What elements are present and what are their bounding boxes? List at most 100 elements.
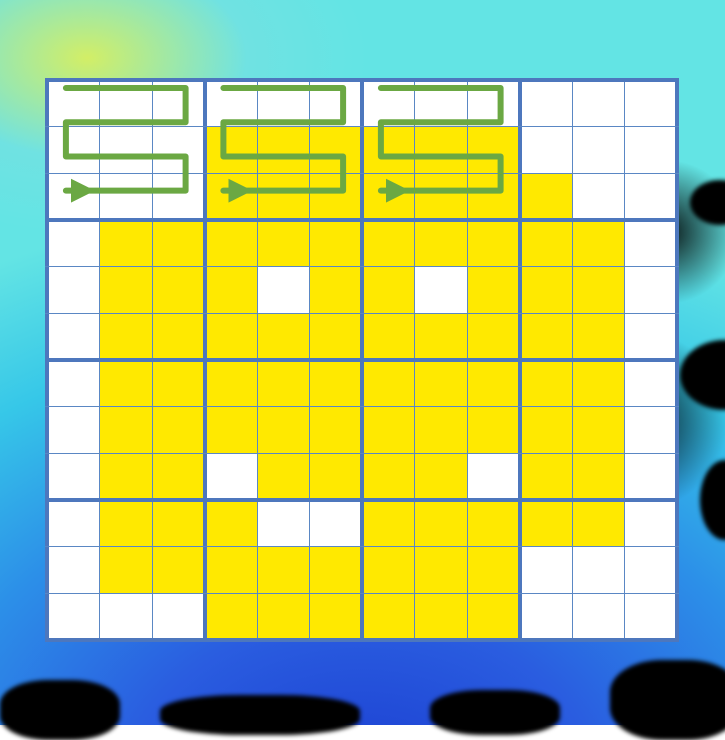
grid-cell: [152, 313, 205, 360]
grid-cell: [520, 593, 573, 640]
grid-cell: [152, 360, 205, 407]
grid-cell: [257, 500, 310, 547]
grid-cell: [100, 127, 153, 174]
grid-cell: [362, 267, 415, 314]
grid-cell: [467, 80, 520, 127]
grid-cell: [362, 500, 415, 547]
grid-line-minor-h: [45, 593, 679, 594]
grid-cell: [205, 267, 258, 314]
grid-cell: [310, 267, 363, 314]
grid-cell: [362, 80, 415, 127]
grid-cell: [625, 500, 678, 547]
grid-cell: [520, 500, 573, 547]
grid-cell: [205, 360, 258, 407]
grid-cell: [47, 407, 100, 454]
grid-line-major-h: [45, 218, 679, 222]
grid-line-minor-h: [45, 173, 679, 174]
grid-cell: [362, 453, 415, 500]
grid-cell: [205, 593, 258, 640]
grid-cell: [205, 500, 258, 547]
grid-cell: [625, 267, 678, 314]
grid-cell: [100, 267, 153, 314]
grid-cell: [415, 360, 468, 407]
grid-cell: [415, 407, 468, 454]
grid-line-major-h: [45, 638, 679, 642]
grid-cell: [572, 453, 625, 500]
grid-cell: [257, 173, 310, 220]
grid-cell: [100, 360, 153, 407]
grid-cell: [47, 313, 100, 360]
grid-cell: [520, 173, 573, 220]
grid-cell: [572, 173, 625, 220]
grid-cell: [625, 453, 678, 500]
grid-cell: [415, 220, 468, 267]
grid-cell: [415, 173, 468, 220]
grid-cell: [310, 220, 363, 267]
grid-cell: [467, 360, 520, 407]
grid-cell: [152, 407, 205, 454]
grid-cell: [257, 127, 310, 174]
grid-cell: [47, 593, 100, 640]
grid-cell: [47, 127, 100, 174]
grid-line-minor-h: [45, 266, 679, 267]
grid-cell: [467, 173, 520, 220]
grid-cell: [467, 407, 520, 454]
grid-cell: [152, 500, 205, 547]
grid-container: [47, 80, 677, 640]
grid-line-minor-h: [45, 406, 679, 407]
grid-cell: [100, 173, 153, 220]
grid-cell: [100, 80, 153, 127]
grid-cell: [257, 407, 310, 454]
grid-cell: [572, 267, 625, 314]
grid-cell: [205, 173, 258, 220]
grid-cell: [310, 453, 363, 500]
grid-cell: [47, 360, 100, 407]
grid-cell: [152, 173, 205, 220]
grid-cell: [47, 547, 100, 594]
grid-cell: [205, 453, 258, 500]
grid-cell: [520, 220, 573, 267]
grid-cell: [520, 407, 573, 454]
grid-cell: [572, 593, 625, 640]
grid-cell: [625, 407, 678, 454]
grid-cell: [257, 547, 310, 594]
splotch: [0, 680, 120, 740]
splotch: [610, 660, 725, 740]
grid-cell: [257, 80, 310, 127]
grid-cell: [152, 80, 205, 127]
grid-cell: [467, 500, 520, 547]
grid-cell: [415, 453, 468, 500]
grid-cell: [362, 127, 415, 174]
grid-cell: [362, 407, 415, 454]
grid-cell: [520, 547, 573, 594]
grid-cell: [362, 593, 415, 640]
grid-cell: [257, 267, 310, 314]
grid-cell: [625, 220, 678, 267]
grid-cell: [625, 547, 678, 594]
grid-cell: [572, 80, 625, 127]
grid-cell: [152, 453, 205, 500]
grid-cell: [152, 127, 205, 174]
grid-cell: [47, 220, 100, 267]
grid-cell: [415, 500, 468, 547]
grid-line-minor-h: [45, 126, 679, 127]
grid-cell: [572, 360, 625, 407]
grid-cell: [47, 173, 100, 220]
grid-cell: [47, 267, 100, 314]
grid-cell: [572, 407, 625, 454]
grid-cell: [152, 267, 205, 314]
grid-cell: [100, 547, 153, 594]
grid-cell: [467, 220, 520, 267]
grid-cell: [415, 547, 468, 594]
grid-cell: [415, 80, 468, 127]
grid-cell: [100, 500, 153, 547]
grid-line-major-h: [45, 498, 679, 502]
grid-cell: [415, 313, 468, 360]
grid-line-major-h: [45, 358, 679, 362]
grid-cell: [152, 593, 205, 640]
grid-cell: [100, 220, 153, 267]
grid-cell: [625, 173, 678, 220]
grid-cell: [572, 220, 625, 267]
grid-cell: [152, 547, 205, 594]
grid-cell: [572, 500, 625, 547]
